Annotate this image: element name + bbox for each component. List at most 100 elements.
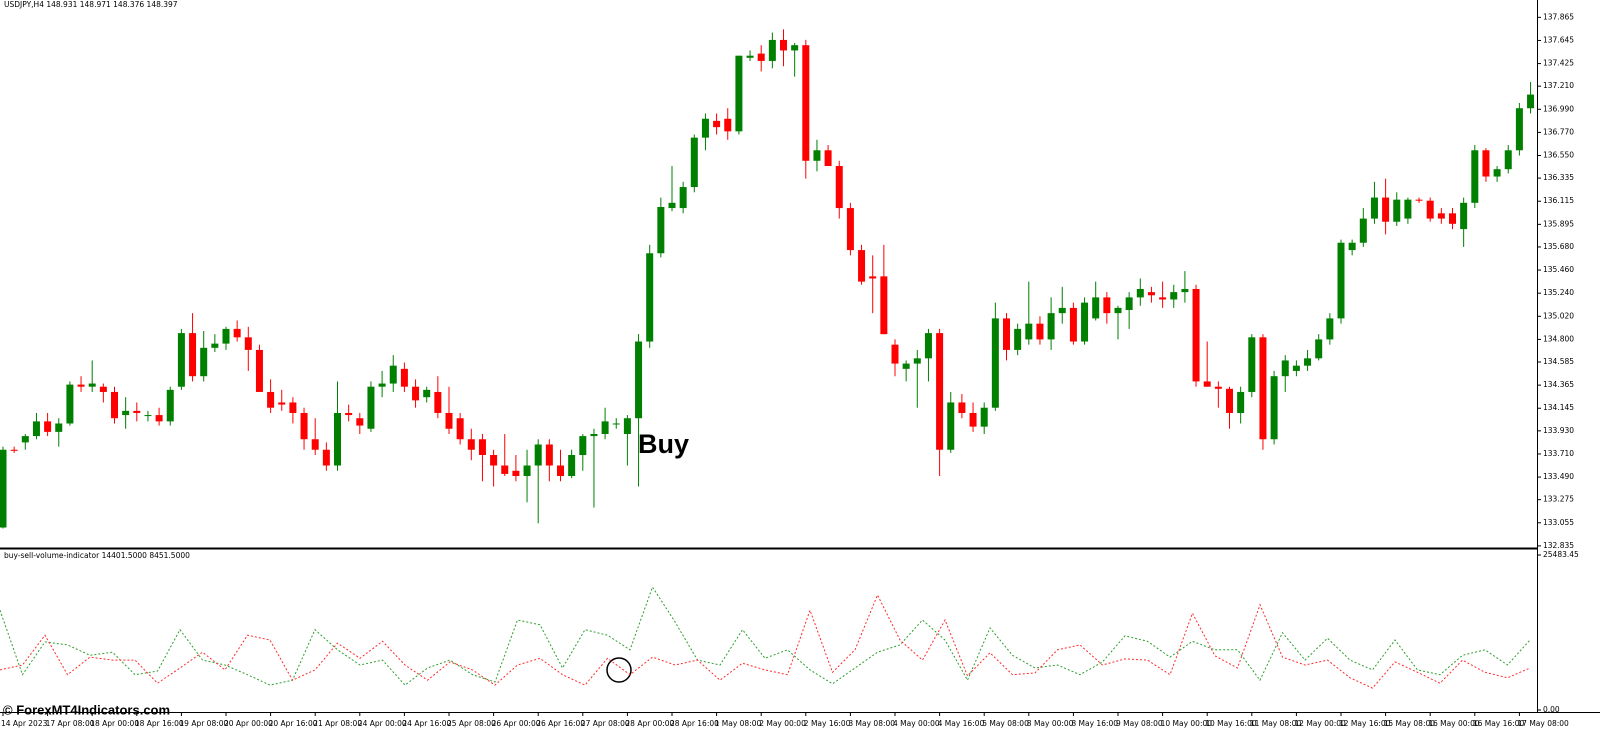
- candle-body: [1181, 288, 1189, 293]
- y-tick-label: 137.210: [1543, 81, 1574, 90]
- candle-body: [122, 410, 130, 416]
- candle-body: [1170, 292, 1178, 300]
- candle-body: [869, 276, 877, 279]
- candle-body: [1460, 202, 1468, 230]
- x-tick-label: 27 Apr 08:00: [581, 719, 630, 728]
- candle-body: [824, 150, 832, 167]
- buy-annotation: Buy: [638, 429, 689, 459]
- candle-body: [244, 337, 252, 350]
- candle-body: [646, 253, 654, 342]
- candle-body: [1326, 318, 1334, 340]
- candle-body: [356, 418, 364, 426]
- candle-body: [32, 421, 40, 437]
- candle-body: [512, 470, 520, 477]
- candle-body: [222, 328, 230, 344]
- candle-body: [55, 423, 63, 432]
- x-tick-label: 12 May 16:00: [1339, 719, 1391, 728]
- candle-body: [701, 118, 709, 138]
- candle-body: [445, 412, 453, 429]
- x-tick-label: 3 May 08:00: [848, 719, 895, 728]
- y-tick-label: 137.425: [1543, 59, 1574, 68]
- candle-body: [891, 344, 899, 364]
- candle-body: [1092, 297, 1100, 319]
- x-tick-label: 28 Apr 00:00: [625, 719, 674, 728]
- y-tick-label: 137.645: [1543, 35, 1574, 44]
- y-tick-label: 136.770: [1543, 127, 1574, 136]
- candle-body: [133, 410, 141, 413]
- candle-body: [1058, 307, 1066, 314]
- candle-body: [746, 55, 754, 58]
- x-tick-label: 11 May 08:00: [1250, 719, 1302, 728]
- candle-body: [523, 465, 531, 477]
- candle-body: [1114, 307, 1122, 314]
- watermark: © ForexMT4Indicators.com: [3, 702, 170, 717]
- candle-body: [1226, 388, 1233, 413]
- x-tick-label: 2 May 16:00: [804, 719, 851, 728]
- y-tick-label: 135.240: [1543, 288, 1574, 297]
- y-tick-label: 136.115: [1543, 196, 1574, 205]
- candle-body: [99, 386, 107, 392]
- candle-body: [936, 333, 944, 450]
- candle-body: [668, 202, 676, 209]
- x-tick-label: 12 May 00:00: [1294, 719, 1346, 728]
- candle-body: [1359, 218, 1367, 243]
- x-tick-label: 14 Apr 2023: [1, 719, 48, 728]
- y-tick-label: 134.800: [1543, 334, 1574, 343]
- x-tick-label: 15 May 08:00: [1384, 719, 1436, 728]
- candle-body: [568, 455, 576, 477]
- candle-body: [735, 55, 743, 132]
- candle-body: [1270, 376, 1278, 440]
- y-tick-label: 132.835: [1543, 541, 1574, 550]
- candle-body: [1482, 150, 1490, 177]
- candle-body: [1449, 213, 1456, 224]
- candle-body: [635, 341, 643, 419]
- candle-body: [1003, 318, 1010, 350]
- y-tick-label: 135.895: [1543, 219, 1574, 228]
- y-tick-label: 137.865: [1543, 12, 1574, 21]
- x-tick-label: 16 May 16:00: [1473, 719, 1525, 728]
- candle-body: [490, 455, 498, 466]
- candle-body: [289, 402, 297, 413]
- x-tick-label: 10 May 00:00: [1161, 719, 1213, 728]
- candle-body: [1292, 365, 1300, 371]
- candle-body: [111, 391, 118, 419]
- x-tick-label: 8 May 00:00: [1027, 719, 1074, 728]
- candle-body: [1136, 288, 1144, 298]
- x-tick-label: 10 May 16:00: [1205, 719, 1257, 728]
- candle-body: [389, 365, 397, 384]
- candle-body: [1426, 200, 1434, 219]
- candle-body: [233, 328, 241, 338]
- candle-body: [166, 389, 174, 422]
- candle-body: [913, 358, 921, 364]
- x-tick-label: 24 Apr 16:00: [402, 719, 451, 728]
- y-tick-label: 135.680: [1543, 242, 1574, 251]
- candle-body: [21, 436, 29, 443]
- candle-body: [590, 433, 598, 437]
- candle-body: [802, 45, 810, 161]
- y-tick-label: 135.020: [1543, 311, 1574, 320]
- candle-body: [780, 39, 787, 51]
- candle-body: [334, 412, 341, 466]
- candle-body: [601, 421, 609, 434]
- x-tick-label: 8 May 16:00: [1071, 719, 1118, 728]
- y-tick-label: 134.585: [1543, 357, 1574, 366]
- candle-body: [501, 465, 509, 474]
- candle-body: [1025, 323, 1033, 340]
- x-tick-label: 17 May 08:00: [1517, 719, 1569, 728]
- x-tick-label: 19 Apr 08:00: [179, 719, 228, 728]
- y-tick-label: 133.490: [1543, 472, 1574, 481]
- y-tick-label: 133.055: [1543, 518, 1574, 527]
- candle-body: [713, 120, 721, 128]
- y-tick-label: 25483.45: [1543, 550, 1579, 559]
- candle-body: [322, 449, 330, 466]
- signal-circle: [606, 657, 632, 683]
- candle-body: [77, 384, 85, 387]
- candle-body: [1125, 297, 1133, 310]
- y-tick-label: 136.990: [1543, 104, 1574, 113]
- x-tick-label: 4 May 00:00: [893, 719, 940, 728]
- candle-body: [44, 421, 52, 432]
- candle-body: [311, 439, 319, 450]
- candle-body: [1393, 199, 1401, 222]
- candle-body: [189, 333, 197, 377]
